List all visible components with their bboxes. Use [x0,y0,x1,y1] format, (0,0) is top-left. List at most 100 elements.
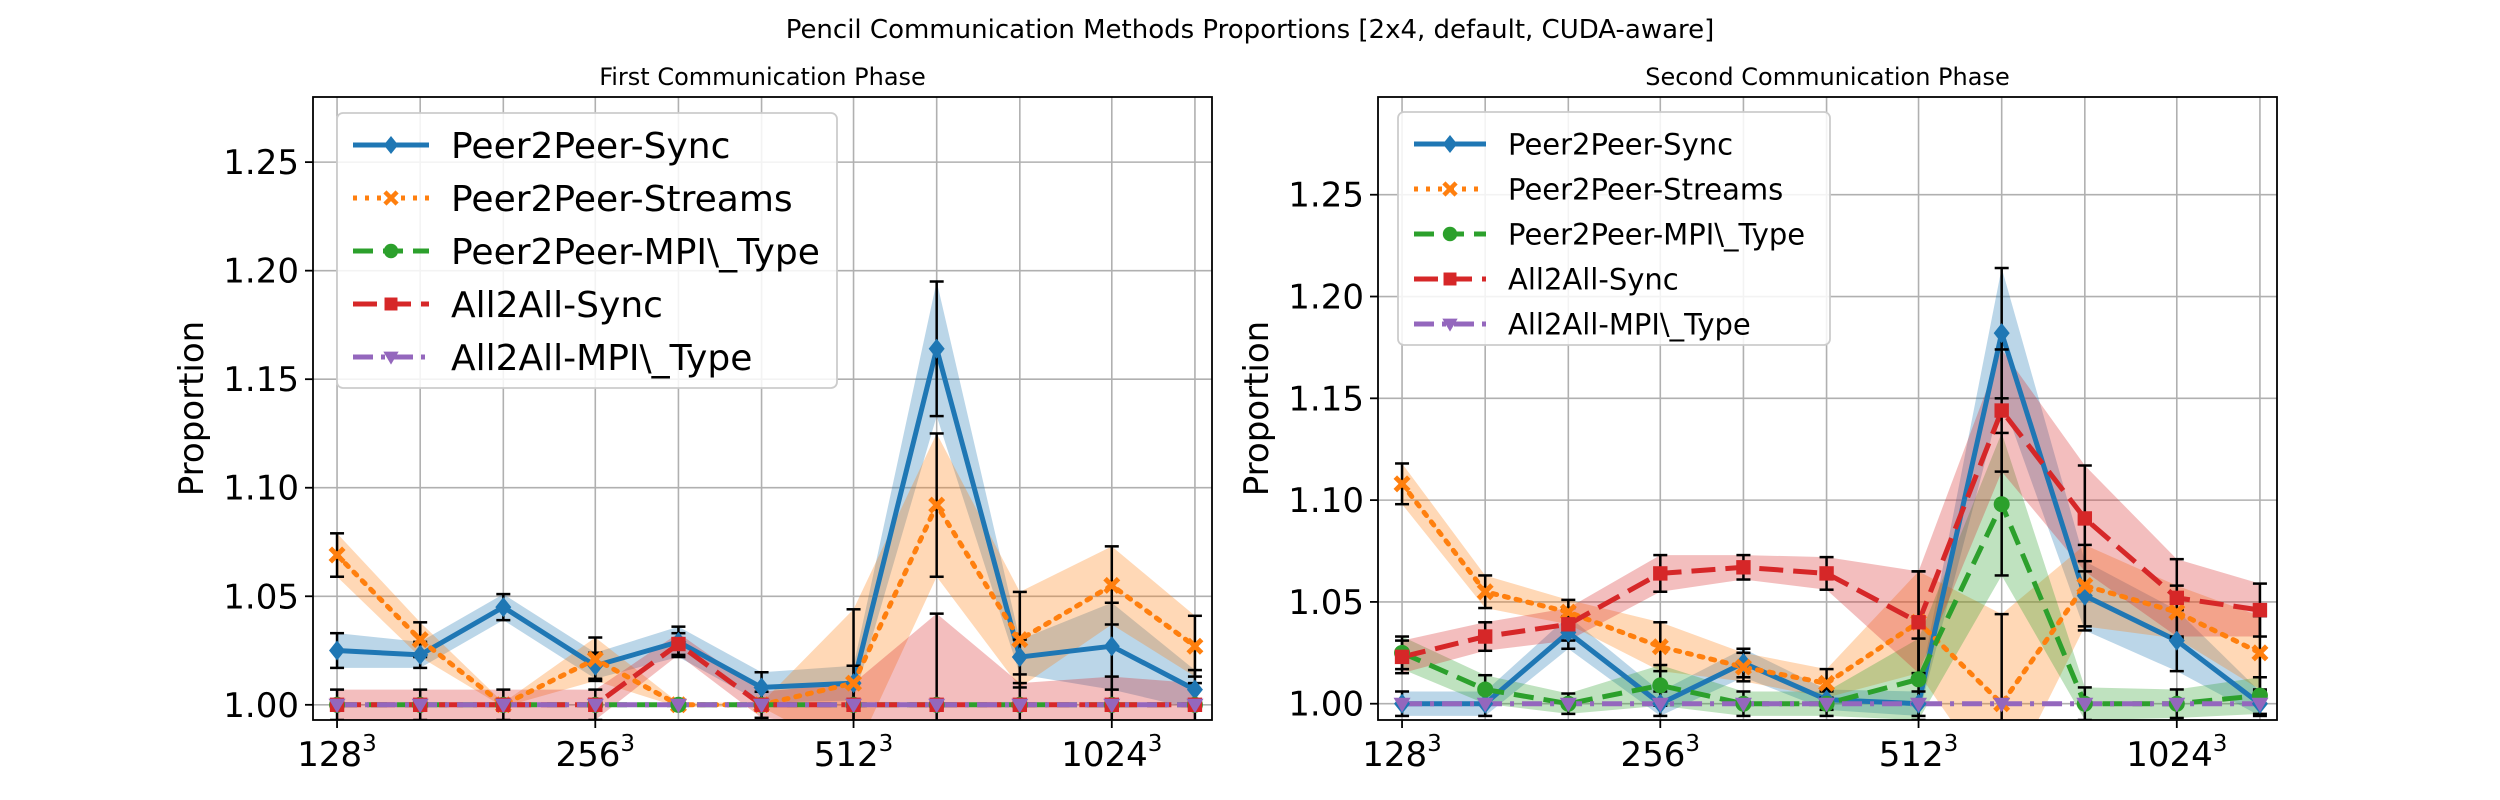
x-tick-label: 1283 [297,731,377,775]
series-2-point [1651,638,1669,656]
series-1-point [753,677,770,698]
y-tick-label: 1.05 [1288,583,1364,623]
series-5-point [411,698,429,714]
series-3-point [1477,681,1494,698]
series-1-point [928,338,945,359]
series-2-point [586,650,604,668]
series-4-point [671,636,686,652]
y-tick-label: 1.05 [223,577,299,617]
y-axis-label: Proportion [1237,321,1277,496]
series-4-point [1653,566,1668,581]
series-5-point [1393,697,1411,713]
series-3-band [1402,432,2260,720]
series-1-point [1186,679,1203,700]
legend-label: Peer2Peer-MPI\_Type [1508,217,1805,251]
plot-area [1393,266,2269,720]
x-tick-label: 1283 [1362,731,1442,775]
series-2-point [1011,631,1029,649]
legend-marker [1442,181,1458,197]
series-5-point [1186,698,1204,714]
y-tick-label: 1.10 [223,469,299,509]
series-4-point [1994,403,2009,418]
legend-label: Peer2Peer-Streams [1508,172,1783,206]
y-tick-label: 1.15 [223,360,299,400]
series-4-point [1477,629,1493,644]
series-4-band [337,613,1195,720]
series-2-point [1103,576,1121,594]
series-5-point [586,698,604,714]
legend-marker [1442,135,1458,153]
x-tick-label: 10243 [1061,731,1162,775]
series-2-band [1402,463,2260,720]
series-4-point [1394,649,1410,665]
series-2-point [411,631,429,649]
series-5-point [1818,697,1836,713]
series-4-point [2077,511,2093,526]
y-tick-label: 1.25 [1288,176,1364,216]
series-1-point [2168,630,2185,651]
series-5-point [669,698,687,714]
y-tick-label: 1.00 [1288,685,1364,725]
series-1-point [1993,323,2010,344]
chart-first-phase: 1.00 1.05 1.10 1.15 1.20 1.25 1283 2563 5123 1024… [172,63,1213,775]
series-1-point [1103,636,1120,657]
legend-marker [384,297,398,311]
legend-label: All2All-Sync [451,285,663,326]
axes-frame [312,96,1213,721]
series-2-point [2076,577,2094,595]
y-tick-label: 1.00 [223,686,299,726]
series-5-point [1651,697,1669,713]
series-5-point [928,698,946,714]
series-3-point [1993,496,2010,513]
x-tick-label: 5123 [1879,731,1959,775]
legend-label: All2All-MPI\_Type [451,338,752,379]
series-1-point [412,644,429,665]
series-5-point [2251,697,2269,713]
series-1-point [329,640,346,661]
legend-marker [383,190,399,206]
series-5-point [1011,698,1029,714]
series-5-point [845,698,863,714]
series-2-point [1734,658,1752,676]
subplot-title: First Communication Phase [599,63,926,91]
x-tick-label: 5123 [814,731,894,775]
y-tick-label: 1.10 [1288,481,1364,521]
series-4-line [1401,408,2261,660]
legend-marker [1442,226,1458,242]
series-5-point [2168,697,2186,713]
series-4-point [2252,602,2268,618]
series-5-point [1559,697,1577,713]
legend-box [1397,111,1831,346]
legend: Peer2Peer-Sync Peer2Peer-Streams Peer2Peer… [1397,111,1831,346]
legend-marker [383,351,399,365]
series-2-point [2251,644,2269,662]
legend-label: Peer2Peer-Sync [451,126,730,167]
series-1-point [1011,647,1028,668]
series-5-point [328,698,346,714]
series-2-point [1559,603,1577,621]
series-4-band [1402,349,2260,674]
x-tick-label: 2563 [1621,731,1701,775]
series-5-point [1476,697,1494,713]
series-1-point [495,597,512,618]
subplot-title: Second Communication Phase [1645,63,2009,91]
legend-label: All2All-MPI\_Type [1508,307,1751,341]
chart-second-phase: 1.00 1.05 1.10 1.15 1.20 1.25 1283 2563 5123 1024… [1237,63,2278,775]
series-2-point [1393,475,1411,493]
legend: Peer2Peer-Sync Peer2Peer-Streams Peer2Peer… [336,112,838,389]
legend-label: Peer2Peer-MPI\_Type [451,232,820,273]
series-2-point [928,496,946,514]
series-3-point [1652,677,1669,694]
legend-box [336,112,838,389]
series-5-point [1910,697,1928,713]
legend-label: Peer2Peer-Streams [451,179,793,220]
series-2-point [1186,637,1204,655]
plot-area [328,280,1204,720]
figure-title: Pencil Communication Methods Proportions… [786,15,1715,45]
series-2-point [328,546,346,564]
y-tick-label: 1.15 [1288,379,1364,419]
series-2-point [1818,674,1836,692]
x-tick-label: 10243 [2126,731,2227,775]
series-2-point [2168,603,2186,621]
